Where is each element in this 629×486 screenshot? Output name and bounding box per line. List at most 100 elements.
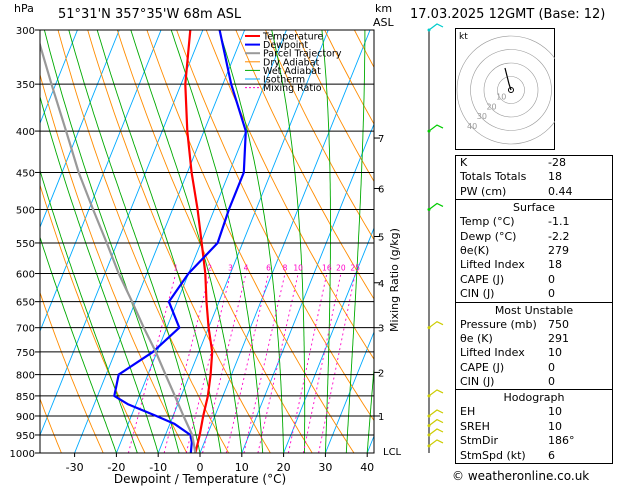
- hodograph-ring: [483, 62, 539, 118]
- wind-barb-shaft: [428, 389, 444, 397]
- table-row: Totals Totals 18: [456, 170, 612, 184]
- legend-label: Dewpoint: [263, 40, 308, 51]
- legend-label: Temperature: [262, 32, 323, 43]
- dry-adiabat-line: [265, 30, 374, 241]
- mixing-ratio-line: [318, 273, 356, 453]
- row-value: 6: [548, 448, 555, 462]
- wind-barb: [427, 428, 444, 437]
- pressure-tick-label: 450: [16, 168, 35, 179]
- km-tick-label: 3: [378, 324, 384, 335]
- row-key: EH: [460, 405, 476, 419]
- hodograph-ring: [470, 49, 552, 131]
- isotherm-line: [40, 30, 120, 229]
- isotherm-line: [40, 30, 78, 125]
- dry-adiabat-line: [621, 30, 629, 453]
- x-axis-label: Dewpoint / Temperature (°C): [114, 472, 286, 486]
- lcl-label: LCL: [383, 447, 402, 458]
- row-key: StmSpd (kt): [460, 448, 526, 462]
- most-unstable-title: Most Unstable: [456, 301, 612, 318]
- row-value: 18: [548, 170, 562, 184]
- wind-barb-dot: [427, 326, 431, 330]
- row-value: 10: [548, 419, 562, 433]
- wind-barb-shaft: [428, 23, 444, 31]
- row-value: 0: [548, 287, 555, 301]
- wind-barb-shaft: [428, 428, 444, 436]
- mixing-ratio-line: [202, 273, 247, 453]
- table-row: CIN (J) 0: [456, 287, 612, 301]
- row-value: 291: [548, 331, 569, 345]
- wind-barb: [427, 439, 444, 448]
- km-tick-label: 7: [378, 134, 384, 145]
- dry-adiabat-line: [57, 30, 229, 453]
- pressure-tick-label: 550: [16, 239, 35, 250]
- row-key: K: [460, 156, 468, 169]
- isotherm-line: [40, 30, 162, 333]
- row-value: 186°: [548, 434, 575, 448]
- wind-barb-shaft: [428, 320, 444, 329]
- mixing-ratio-label: 8: [283, 264, 288, 273]
- km-tick-label: 1: [378, 412, 384, 423]
- row-key: θe(K): [460, 243, 490, 257]
- wind-barb: [427, 389, 444, 398]
- mixing-ratio-label: 16: [322, 264, 332, 273]
- datetime-title: 17.03.2025 12GMT (Base: 12): [410, 7, 606, 22]
- mixing-ratio-line: [127, 273, 177, 453]
- row-key: θe (K): [460, 331, 493, 345]
- table-row: CAPE (J) 0: [456, 361, 612, 375]
- hodograph-ring-label: 20: [486, 102, 496, 111]
- mixing-ratio-line: [243, 273, 286, 453]
- row-value: 18: [548, 258, 562, 272]
- mixing-ratio-line: [225, 273, 269, 453]
- mixing-ratio-label: 25: [350, 264, 360, 273]
- table-row: StmSpd (kt) 6: [456, 449, 612, 463]
- pressure-tick-label: 650: [16, 298, 35, 309]
- pressure-tick-label: 1000: [10, 449, 35, 460]
- km-tick-label: 6: [378, 184, 384, 195]
- row-value: 0: [548, 360, 555, 374]
- mixing-ratio-line: [257, 273, 299, 453]
- mixing-ratio-label: 2: [207, 264, 212, 273]
- legend-label: Wet Adiabat: [263, 66, 321, 77]
- pressure-tick-label: 700: [16, 324, 35, 335]
- hodograph-center: [508, 87, 514, 93]
- x-tick-label: 40: [360, 461, 374, 474]
- credit-text: © weatheronline.co.uk: [452, 469, 590, 483]
- table-row: θe (K) 291: [456, 332, 612, 346]
- dry-adiabat-line: [235, 30, 374, 300]
- isotherm-line: [157, 30, 329, 453]
- row-key: CIN (J): [460, 375, 495, 389]
- legend-label: Isotherm: [263, 75, 305, 86]
- mixing-ratio-label: 4: [244, 264, 249, 273]
- isotherm-line: [40, 30, 204, 437]
- hodograph-ring-label: 30: [477, 112, 487, 121]
- wind-barb: [427, 202, 444, 211]
- row-value: 279: [548, 243, 569, 257]
- row-key: StmDir: [460, 434, 499, 448]
- row-key: Totals Totals: [460, 170, 527, 184]
- wind-barb-dot: [427, 424, 431, 428]
- dry-adiabat-line: [294, 30, 374, 183]
- series-line-0: [184, 30, 214, 453]
- table-row: CIN (J) 0: [456, 375, 612, 389]
- x-tick-label: 20: [277, 461, 291, 474]
- wind-barb-shaft: [428, 202, 444, 210]
- row-key: PW (cm): [460, 184, 507, 198]
- wind-barb: [427, 23, 444, 32]
- legend-label: Mixing Ratio: [263, 83, 322, 94]
- km-tick-label: 2: [378, 368, 384, 379]
- hodograph-unit-label: kt: [459, 32, 468, 42]
- x-tick-label: -30: [66, 461, 84, 474]
- row-value: -1.1: [548, 215, 570, 229]
- dry-adiabat-line: [40, 397, 62, 453]
- wind-barb-dot: [427, 444, 431, 448]
- row-key: CIN (J): [460, 287, 495, 301]
- wind-barb-dot: [427, 207, 431, 211]
- wet-adiabat-line: [43, 30, 180, 453]
- isotherm-line: [324, 330, 374, 453]
- pressure-tick-label: 950: [16, 431, 35, 442]
- wind-barb-dot: [427, 414, 431, 418]
- table-row: Dewp (°C) -2.2: [456, 230, 612, 244]
- pressure-tick-label: 400: [16, 127, 35, 138]
- mixing-ratio-label: 10: [293, 264, 303, 273]
